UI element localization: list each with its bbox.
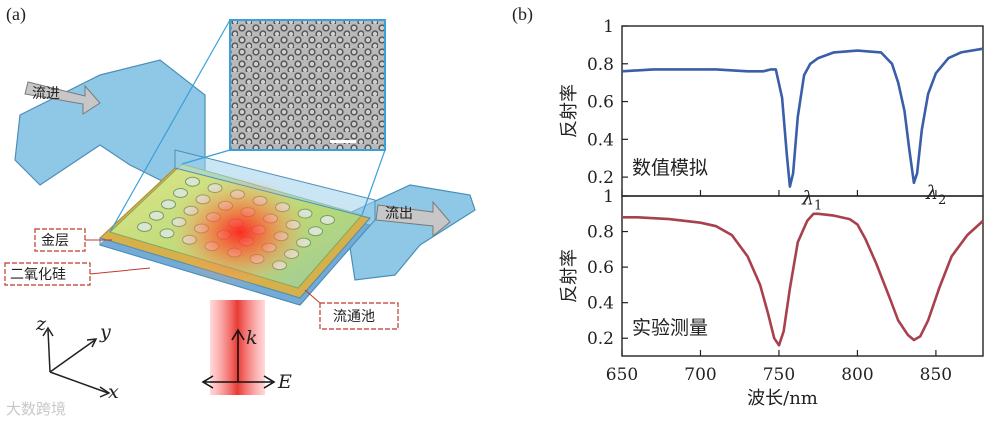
- scale-bar: [330, 140, 356, 143]
- x-axis-label: x: [108, 381, 119, 400]
- y-axis-label: 反射率: [559, 84, 580, 138]
- nanohole-well: [173, 188, 188, 199]
- silica-label: 二氧化硅: [10, 267, 66, 283]
- gold-layer-label: 金层: [41, 233, 69, 249]
- sem-inset: [229, 19, 386, 151]
- wave-vectors: [201, 328, 276, 389]
- e-field-label: E: [277, 371, 292, 393]
- nanohole-well: [137, 222, 152, 233]
- panel-annotation: 数值模拟: [632, 157, 708, 179]
- y-tick-label: 0.8: [587, 223, 614, 243]
- inset-leader: [181, 149, 231, 165]
- nanohole-well: [320, 214, 335, 225]
- nanohole-well: [185, 176, 200, 187]
- watermark: 大数跨境: [6, 400, 67, 418]
- y-axis-label: 反射率: [559, 249, 580, 303]
- k-vector-label: k: [246, 327, 258, 349]
- z-axis-label: z: [35, 313, 47, 335]
- y-tick-label: 0.6: [587, 93, 614, 113]
- y-tick-label: 0.2: [587, 329, 614, 349]
- panel-annotation: 实验测量: [632, 317, 708, 339]
- inset-leader: [361, 149, 386, 216]
- plot-frame: [621, 195, 984, 357]
- x-axis-label: 波长/nm: [747, 388, 818, 409]
- plot-frame: [621, 25, 984, 197]
- series-line: [622, 212, 984, 347]
- y-axis-label: y: [99, 321, 111, 343]
- y-tick-label: 1: [603, 17, 614, 37]
- outflow-label: 流出: [385, 206, 413, 222]
- nanohole-well: [308, 226, 323, 237]
- inflow-label: 流进: [32, 86, 60, 102]
- inset-leader: [109, 19, 231, 233]
- series-line: [621, 47, 984, 188]
- x-tick-label: 800: [841, 365, 873, 385]
- flow-cell-label: 流通池: [333, 309, 375, 325]
- inflow-arrow-icon: [24, 81, 101, 115]
- x-tick-label: 650: [606, 365, 638, 385]
- y-tick-label: 0.6: [587, 258, 614, 278]
- peak-label: λ2: [925, 182, 946, 208]
- coordinate-axes: [42, 326, 111, 398]
- x-tick-label: 700: [684, 365, 716, 385]
- peak-label: λ1: [801, 187, 822, 213]
- x-tick-label: 850: [920, 365, 952, 385]
- outflow-arrow-icon: [375, 200, 451, 238]
- nanohole-well: [161, 199, 176, 210]
- nanohole-well: [149, 210, 164, 221]
- panel-a-label: (a): [6, 4, 26, 24]
- y-tick-label: 0.2: [587, 168, 614, 188]
- panel-b-label: (b): [512, 4, 533, 24]
- x-tick-label: 750: [763, 365, 795, 385]
- device-illustration: 流进 流出 金层 二氧化硅 流通池 z y x k E: [4, 19, 476, 400]
- y-tick-label: 1: [603, 187, 614, 207]
- y-tick-label: 0.8: [587, 55, 614, 75]
- y-tick-label: 0.4: [587, 130, 614, 150]
- laser-spot: [170, 177, 310, 287]
- y-tick-label: 0.4: [587, 294, 614, 314]
